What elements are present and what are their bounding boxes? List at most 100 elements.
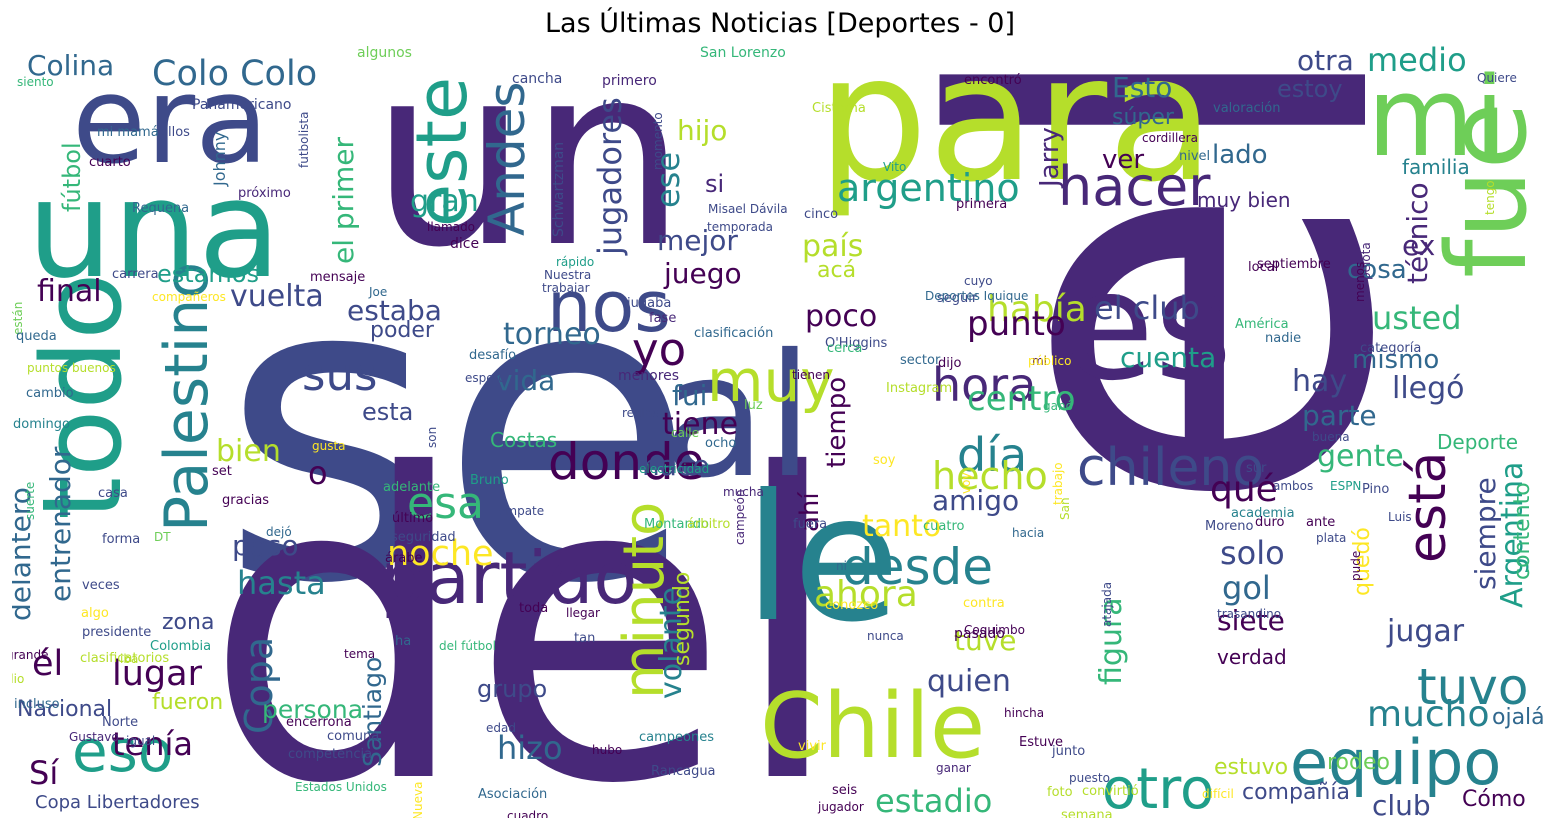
cloud-word: grande — [12, 648, 49, 662]
cloud-word: tanto — [862, 509, 942, 544]
cloud-word: él — [32, 644, 64, 684]
cloud-word: plata — [1316, 531, 1347, 545]
cloud-word: hace — [642, 449, 710, 482]
cloud-word: Requena — [132, 201, 190, 216]
cloud-word: vida — [496, 364, 556, 397]
cloud-word: yo — [632, 323, 687, 376]
cloud-word: ganó — [1043, 399, 1073, 413]
cloud-word: llegar — [566, 606, 600, 620]
cloud-word: persona — [262, 695, 364, 724]
cloud-word: seis — [832, 783, 858, 798]
cloud-word: clasificación — [694, 326, 774, 341]
cloud-word: cuenta — [1120, 341, 1217, 374]
cloud-word: estadio — [875, 782, 993, 818]
cloud-word: luz — [744, 398, 763, 413]
cloud-word: sur — [1246, 461, 1267, 476]
cloud-word: son — [425, 426, 439, 448]
cloud-word: nos — [547, 266, 671, 348]
cloud-word: mucha — [723, 485, 764, 499]
cloud-word: ellos — [160, 125, 190, 140]
cloud-word: segundo — [670, 571, 695, 666]
cloud-word: atajada — [1100, 581, 1114, 627]
cloud-word: Gustavo — [69, 730, 119, 744]
cloud-word: siempre — [1469, 477, 1502, 590]
cloud-word: Chile — [760, 674, 986, 779]
cloud-word: pude — [1349, 550, 1363, 581]
cloud-word: Johnny — [210, 131, 229, 186]
cloud-word: Montando — [644, 517, 709, 532]
cloud-word: primera — [956, 197, 1008, 212]
cloud-word: trasandino — [1217, 607, 1282, 621]
cloud-word: Nacional — [17, 697, 113, 722]
cloud-word: parte — [1302, 399, 1377, 432]
cloud-word: primero — [602, 73, 657, 89]
cloud-word: Nuestra — [544, 268, 592, 282]
cloud-word: centro — [967, 379, 1076, 419]
cloud-word: ESPN — [1330, 479, 1362, 493]
cloud-word: mi — [1367, 53, 1505, 181]
cloud-word: acá — [817, 258, 857, 283]
cloud-word: mismo — [1352, 345, 1440, 375]
cloud-word: el club — [1094, 289, 1200, 327]
cloud-word: hincha — [1004, 706, 1045, 720]
cloud-word: ha — [395, 634, 412, 649]
cloud-word: día — [957, 428, 1028, 482]
cloud-word: categoría — [1360, 341, 1422, 356]
cloud-word: hacia — [1012, 526, 1045, 540]
cloud-word: argentino — [837, 166, 1020, 210]
cloud-word: ojalá — [1492, 705, 1545, 730]
cloud-word: había — [987, 289, 1087, 330]
cloud-word: dio — [12, 672, 25, 686]
cloud-word: quien — [927, 664, 1011, 699]
cloud-word: Norte — [102, 715, 139, 730]
cloud-word: está — [1398, 451, 1458, 563]
cloud-word: cerca — [827, 341, 863, 356]
cloud-word: al — [662, 318, 814, 516]
cloud-word: junto — [1052, 744, 1086, 759]
cloud-word: ocho — [705, 436, 737, 451]
cloud-word: incluso — [14, 697, 60, 712]
cloud-word: menores — [618, 368, 680, 384]
cloud-word: solo — [1220, 534, 1285, 572]
cloud-word: cuarto — [89, 155, 131, 170]
cloud-word: Misael Dávila — [708, 202, 788, 216]
cloud-word: difícil — [1202, 787, 1234, 801]
cloud-word: compañía — [1242, 780, 1350, 805]
cloud-word: compañeros — [152, 290, 226, 304]
cloud-word: hasta — [237, 564, 326, 602]
cloud-word: estaba — [347, 294, 442, 327]
word-cloud: se un del el para le al es una era mi fue todo Chile n… — [12, 42, 1548, 818]
cloud-word: encerrona — [286, 715, 352, 730]
cloud-word: Colo Colo — [152, 54, 318, 94]
cloud-word: seguridad — [391, 530, 456, 545]
cloud-word: punto — [967, 304, 1066, 344]
cloud-word: fe — [252, 550, 264, 564]
cloud-word: Estados Unidos — [295, 780, 387, 794]
cloud-word: electricidad — [639, 462, 710, 476]
cloud-word: eso — [72, 717, 174, 785]
cloud-word: grupo — [477, 675, 548, 703]
cloud-word: puntos buenos — [27, 361, 116, 375]
cloud-word: veces — [82, 578, 120, 593]
cloud-word: cancha — [512, 71, 563, 87]
cloud-word: local — [1248, 260, 1279, 275]
cloud-word: hubo — [592, 743, 623, 757]
cloud-word: Copa Libertadores — [35, 792, 200, 813]
cloud-word: clasificatorios — [80, 651, 170, 666]
cloud-word: ganar — [936, 761, 971, 775]
cloud-word: equipo — [1290, 726, 1502, 799]
cloud-word: donde — [548, 433, 705, 491]
cloud-word: San Lorenzo — [700, 45, 786, 61]
cloud-word: jugar — [1387, 614, 1465, 649]
cloud-word: Estuve — [1019, 735, 1064, 750]
cloud-word: edad — [486, 721, 516, 735]
cloud-word: ambos — [1273, 479, 1314, 493]
cloud-word: un — [370, 42, 687, 302]
chart-title: Las Últimas Noticias [Deportes - 0] — [544, 8, 1015, 39]
cloud-word: el primer — [327, 137, 360, 264]
cloud-word: momento — [651, 112, 665, 170]
cloud-word: partido — [380, 536, 638, 620]
cloud-word: siete — [1217, 604, 1285, 637]
cloud-word: domingo — [13, 417, 70, 432]
cloud-word: lado — [1212, 140, 1268, 170]
